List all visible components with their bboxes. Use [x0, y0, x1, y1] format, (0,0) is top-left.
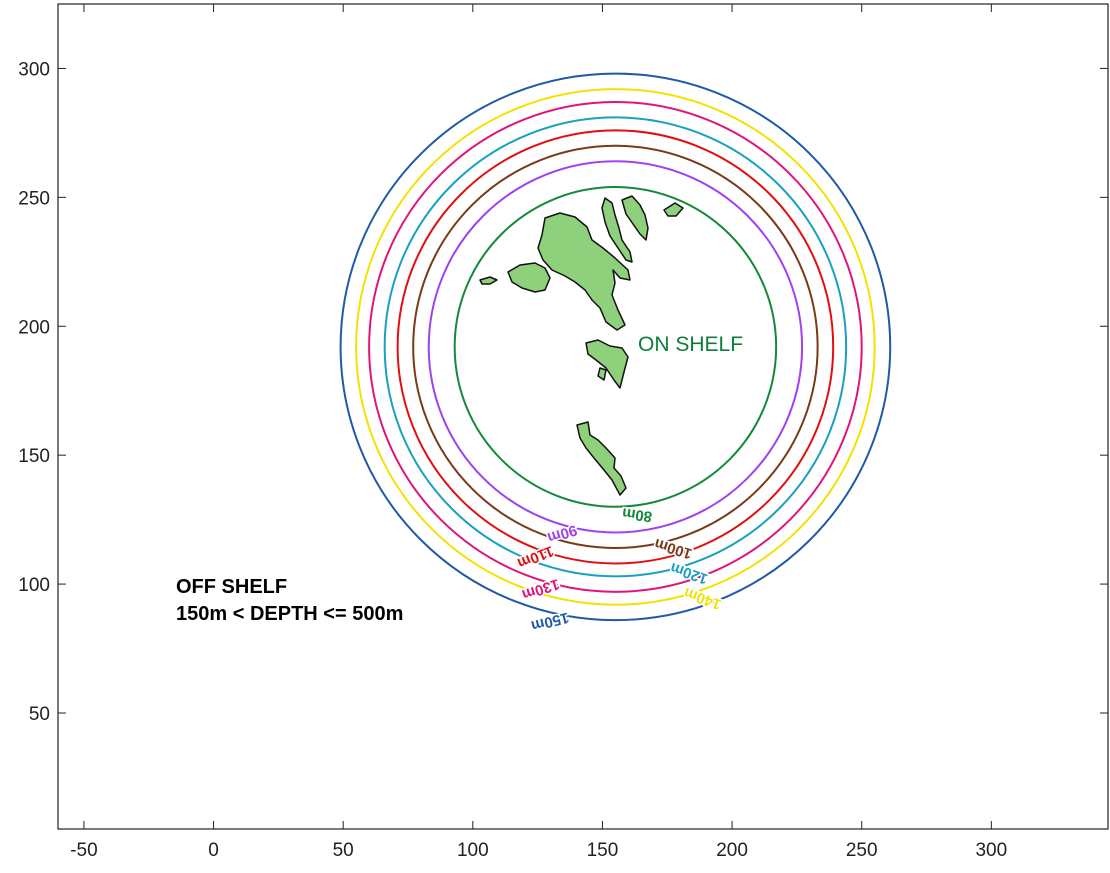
contour-80m: [453, 186, 778, 508]
x-tick-label: 200: [716, 840, 748, 861]
contour-140m: [355, 88, 876, 606]
island-skuvoy: [597, 367, 607, 381]
on-shelf-label: ON SHELF: [638, 333, 743, 356]
contour-110m: [396, 129, 835, 565]
island-mykines: [479, 276, 498, 285]
land-islands: [479, 195, 684, 496]
island-nordoyar-2: [621, 195, 649, 241]
off-shelf-title: OFF SHELF: [176, 576, 287, 598]
x-tick-label: 150: [587, 840, 619, 861]
island-fugloy: [663, 202, 684, 217]
y-tick-label: 300: [18, 59, 50, 80]
contour-120m: [383, 116, 848, 578]
contour-150m: [339, 72, 892, 622]
axis-ticks: [58, 4, 1108, 829]
off-shelf-depth-range: 150m < DEPTH <= 500m: [176, 603, 403, 625]
x-tick-label: 50: [333, 840, 354, 861]
y-tick-label: 200: [18, 317, 50, 338]
contour-90m: [427, 160, 804, 534]
y-tick-label: 100: [18, 575, 50, 596]
plot-area: [57, 3, 1109, 830]
x-tick-label: 300: [975, 840, 1007, 861]
contour-100m: [412, 144, 819, 549]
off-shelf-annotation: OFF SHELF 150m < DEPTH <= 500m: [176, 576, 403, 625]
island-sandoy: [585, 339, 629, 389]
y-tick-label: 250: [18, 188, 50, 209]
island-streymoy-eysturoy: [537, 212, 631, 331]
contour-label-80m: 80m: [621, 504, 653, 525]
island-nordoyar-1: [601, 197, 633, 263]
y-tick-label: 150: [18, 446, 50, 467]
x-tick-label: 250: [846, 840, 878, 861]
island-vagar: [507, 262, 551, 293]
x-tick-label: 0: [208, 840, 219, 861]
contour-130m: [368, 100, 863, 593]
island-suduroy: [576, 421, 627, 496]
x-tick-label: -50: [70, 840, 97, 861]
x-tick-label: 100: [457, 840, 489, 861]
axis-tick-labels: -50 0 50 100 150 200 250 300 50 100 150 200 250 300: [18, 59, 1007, 861]
y-tick-label: 50: [29, 704, 50, 725]
